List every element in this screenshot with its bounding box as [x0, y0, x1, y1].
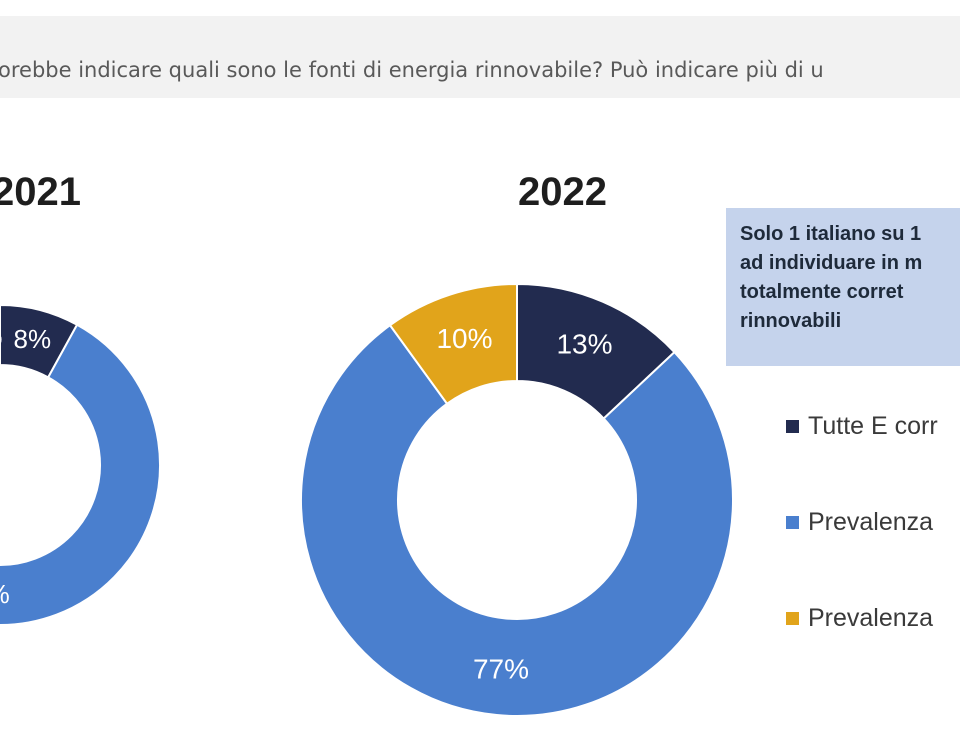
donut-2021-slice-label-1: 88% [0, 579, 10, 609]
legend-label: Tutte E corr [808, 412, 938, 440]
donut-2022-slice-1 [300, 323, 734, 717]
donut-2022-slice-2 [388, 282, 518, 406]
donut-2021-slice-label-0: 8% [14, 324, 52, 354]
legend-swatch [786, 612, 799, 625]
donut-2022-slice-label-1: 77% [473, 654, 529, 685]
callout-box: Solo 1 italiano su 1 ad individuare in m… [726, 208, 960, 366]
donut-2021-slice-1 [0, 323, 161, 626]
legend-label: Prevalenza [808, 604, 934, 632]
donut-2021-slice-label-2: 4% [0, 321, 2, 351]
callout-text: Solo 1 italiano su 1 ad individuare in m… [740, 223, 923, 332]
question-banner: orebbe indicare quali sono le fonti di e… [0, 16, 960, 98]
donut-2022-slice-label-2: 10% [436, 323, 492, 354]
legend-swatch [786, 420, 799, 433]
chart-title-2021: 2021 [0, 170, 81, 214]
chart-title-2022: 2022 [518, 170, 607, 214]
legend-label: Prevalenza [808, 508, 934, 536]
donut-2022-slice-label-0: 13% [556, 328, 612, 359]
legend-item: Tutte E corr [786, 412, 938, 441]
legend-swatch [786, 516, 799, 529]
question-text: orebbe indicare quali sono le fonti di e… [0, 58, 824, 82]
legend-item: Prevalenza [786, 508, 933, 537]
legend-item: Prevalenza [786, 604, 933, 633]
